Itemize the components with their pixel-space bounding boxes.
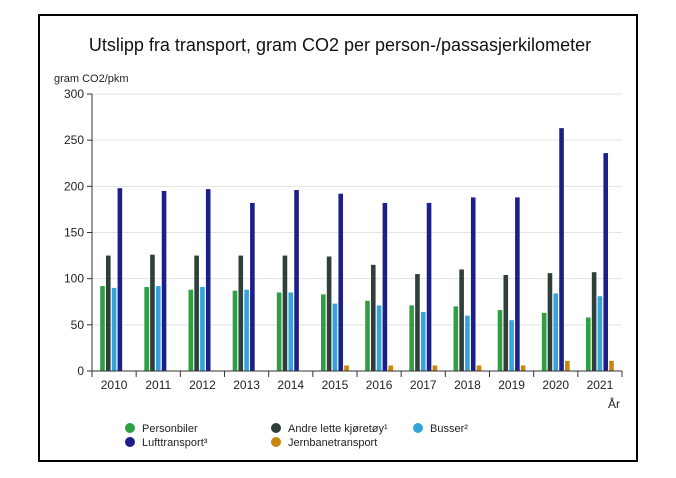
bar [465, 315, 470, 371]
y-axis-label: gram CO2/pkm [54, 73, 129, 85]
bar [105, 255, 111, 371]
bar [388, 365, 393, 371]
bar [470, 197, 476, 371]
x-tick-label: 2013 [233, 378, 260, 392]
bar [232, 290, 238, 371]
x-tick-label: 2016 [366, 378, 393, 392]
bar [370, 264, 376, 371]
y-tick-label: 200 [64, 179, 84, 193]
bar [188, 289, 194, 371]
bar [238, 255, 244, 371]
bar [376, 305, 382, 371]
legend-label: Personbiler [142, 423, 198, 435]
legend-marker [413, 423, 423, 433]
bar [586, 317, 591, 371]
y-tick-label: 300 [64, 87, 84, 101]
bar [294, 190, 299, 371]
bar [321, 294, 326, 371]
x-tick-label: 2014 [277, 378, 304, 392]
legend-label: Busser² [430, 423, 468, 435]
bar [503, 274, 509, 371]
x-tick-label: 2020 [542, 378, 569, 392]
bar [541, 312, 547, 371]
legend-label: Andre lette kjøretøy¹ [288, 423, 388, 435]
legend-marker [271, 437, 281, 447]
bar [326, 256, 332, 371]
bar [603, 153, 609, 371]
bar [476, 365, 482, 371]
bar [515, 197, 520, 371]
x-tick-label: 2011 [145, 378, 171, 392]
bar [559, 128, 564, 371]
bar [144, 286, 149, 371]
bar [597, 296, 603, 371]
bar [282, 255, 288, 371]
bar [150, 254, 155, 371]
bar [111, 287, 117, 371]
bar [553, 293, 559, 371]
bar [453, 306, 459, 371]
bar [344, 365, 349, 371]
x-tick-label: 2015 [322, 378, 349, 392]
x-tick-label: 2021 [587, 378, 614, 392]
x-tick-label: 2019 [498, 378, 525, 392]
bar [565, 360, 570, 371]
bar [609, 360, 614, 371]
legend: Personbiler Andre lette kjøretøy¹ Busser² L… [125, 423, 468, 449]
x-tick-label: 2017 [410, 378, 437, 392]
bar [591, 272, 597, 371]
x-tick-label: 2010 [101, 378, 128, 392]
y-tick-label: 150 [64, 226, 84, 240]
bar [244, 289, 249, 371]
legend-label: Lufttransport³ [142, 437, 208, 449]
bar [382, 202, 388, 371]
grid-lines [92, 93, 622, 326]
bar [250, 202, 255, 371]
x-tick-label: 2012 [189, 378, 216, 392]
y-tick-label: 50 [71, 318, 85, 332]
bar [276, 292, 282, 371]
axes: 0 50 100 150 200 250 300 2010 2011 2012 2013 2014 20… [64, 87, 623, 392]
bar [117, 188, 123, 371]
bar [161, 190, 167, 371]
legend-marker [125, 437, 135, 447]
bar [426, 202, 432, 371]
x-tick-label: 2018 [454, 378, 481, 392]
bar [338, 193, 344, 371]
bar [365, 300, 370, 371]
bar [509, 320, 514, 371]
bar [415, 274, 420, 371]
y-tick-label: 100 [64, 272, 84, 286]
y-tick-label: 0 [77, 364, 84, 378]
bar [459, 269, 464, 371]
legend-label: Jernbanetransport [288, 437, 377, 449]
chart-svg: gram CO2/pkm 0 50 100 150 200 250 300 2010 2011 2… [54, 73, 623, 449]
bar [520, 365, 526, 371]
bar [547, 273, 553, 371]
bars [100, 128, 614, 371]
bar [155, 286, 161, 371]
legend-marker [125, 423, 135, 433]
bar [332, 303, 338, 371]
bar [200, 286, 205, 371]
chart-frame: Utslipp fra transport, gram CO2 per pers… [38, 14, 638, 462]
bar [420, 311, 426, 371]
bar [497, 310, 503, 371]
bar [194, 255, 199, 371]
bar [100, 286, 105, 371]
legend-marker [271, 423, 281, 433]
bar [288, 292, 294, 371]
bar [205, 189, 211, 371]
y-tick-label: 250 [64, 133, 84, 147]
x-axis-label: År [608, 396, 620, 411]
bar [409, 305, 414, 371]
chart-title: Utslipp fra transport, gram CO2 per pers… [88, 35, 592, 55]
bar [432, 365, 438, 371]
